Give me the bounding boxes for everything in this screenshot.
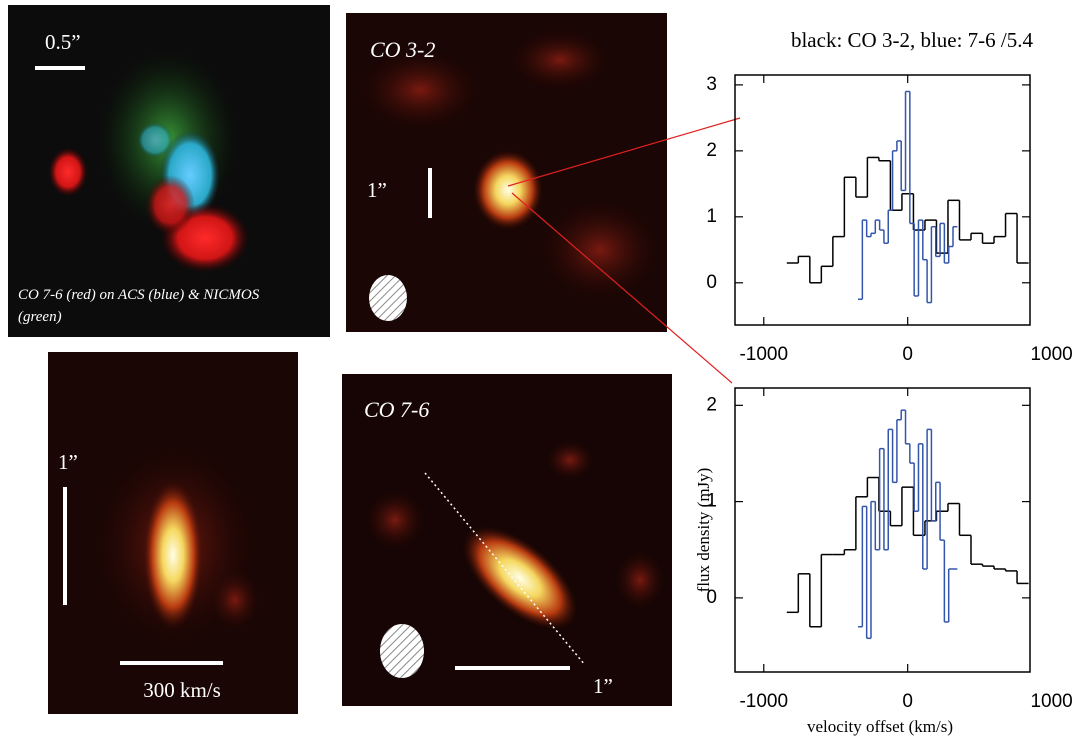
caption-box: CO 7-6 (red) on ACS (blue) & NICMOS (gre… xyxy=(18,287,260,325)
y-tick-label: 0 xyxy=(706,587,717,608)
co76-image: CO 7-6 1” xyxy=(342,374,672,706)
x-tick-label: -1000 xyxy=(739,344,788,365)
x-tick-label: 0 xyxy=(902,344,913,365)
x-tick-label: 1000 xyxy=(1030,344,1072,365)
chart-title: black: CO 3-2, blue: 7-6 /5.4 xyxy=(791,28,1034,52)
caption: CO 7-6 (red) on ACS (blue) & NICMOS (gre… xyxy=(18,287,260,325)
pv-image: 1” 300 km/s xyxy=(48,352,298,714)
y-tick-label: 1 xyxy=(706,491,717,512)
y-tick-label: 0 xyxy=(706,272,717,293)
plot-frame xyxy=(734,74,1031,326)
pointer-lines xyxy=(507,117,741,384)
x-axis-label: velocity offset (km/s) xyxy=(807,717,953,736)
x-tick-label: 0 xyxy=(902,691,913,712)
co32-image: CO 3-2 1” xyxy=(346,13,667,332)
velocity-label: 300 km/s xyxy=(143,678,221,702)
scale-label: 1” xyxy=(593,674,613,698)
y-tick-label: 2 xyxy=(706,140,717,161)
x-tick-label: 1000 xyxy=(1030,691,1072,712)
composite-image: 0.5” CO 7-6 (red) on ACS (blue) & NICMOS… xyxy=(8,5,330,337)
panel-label: CO 7-6 xyxy=(364,397,429,422)
x-tick-label: -1000 xyxy=(739,691,788,712)
y-tick-label: 2 xyxy=(706,394,717,415)
panel-label: CO 3-2 xyxy=(370,37,435,62)
scale-label: 0.5” xyxy=(45,30,81,54)
y-tick-label: 1 xyxy=(706,206,717,227)
plot-frame xyxy=(734,387,1031,673)
scale-label: 1” xyxy=(367,178,387,202)
y-axis-label: flux density (mJy) xyxy=(694,468,713,593)
y-tick-label: 3 xyxy=(706,74,717,95)
scale-label: 1” xyxy=(58,450,78,474)
